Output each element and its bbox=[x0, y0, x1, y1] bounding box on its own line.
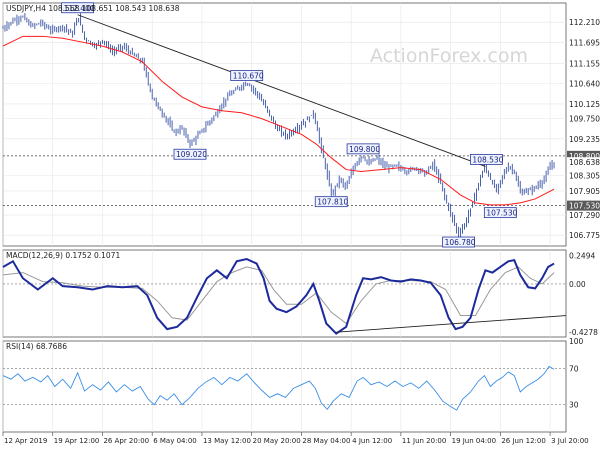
price-annotation-label: 109.800 bbox=[349, 145, 380, 154]
x-tick-label: 12 Apr 2019 bbox=[4, 437, 47, 445]
macd-tick-label: 0.00 bbox=[569, 280, 586, 289]
x-tick-label: 6 May 04:00 bbox=[153, 437, 197, 445]
macd-trendline bbox=[336, 315, 567, 333]
price-annotation-label: 107.530 bbox=[486, 209, 517, 218]
price-trendline bbox=[77, 14, 486, 167]
panel-frame-1 bbox=[2, 249, 567, 338]
panel-frame-0 bbox=[2, 2, 567, 247]
rsi-tick-label: 70 bbox=[569, 364, 579, 373]
price-annotation-label: 110.670 bbox=[233, 72, 264, 81]
price-tick-label: 108.305 bbox=[569, 171, 600, 180]
price-tick-label: 109.750 bbox=[569, 115, 600, 124]
price-tick-label: 112.210 bbox=[569, 18, 600, 27]
price-annotation-box bbox=[442, 236, 475, 248]
price-tick-label: 109.235 bbox=[569, 135, 600, 144]
macd-tick-label: 0.2494 bbox=[569, 252, 595, 261]
level-tag bbox=[567, 150, 600, 161]
x-tick-label: 11 Jun 20:00 bbox=[402, 437, 446, 445]
x-tick-label: 26 Jun 12:00 bbox=[501, 437, 545, 445]
price-annotation-box bbox=[483, 207, 517, 219]
macd-tick-label: -0.4278 bbox=[569, 328, 598, 337]
price-tick-label: 106.775 bbox=[569, 231, 600, 240]
price-annotation-box bbox=[173, 148, 207, 160]
price-tick-label: 111.695 bbox=[569, 38, 600, 47]
price-annotation-box bbox=[314, 196, 348, 208]
price-tag bbox=[567, 157, 600, 168]
price-tick-label: 110.125 bbox=[569, 100, 600, 109]
price-annotation-label: 106.780 bbox=[445, 238, 476, 247]
rsi-panel-title: RSI(14) 68.7686 bbox=[6, 342, 67, 351]
price-tick-label: 110.640 bbox=[569, 80, 600, 89]
panel-frame-2 bbox=[2, 340, 567, 433]
level-tag-label: 107.530 bbox=[569, 202, 600, 211]
x-tick-label: 19 Apr 12:00 bbox=[54, 437, 100, 445]
rsi-tick-label: 30 bbox=[569, 401, 579, 410]
x-tick-label: 3 Jul 20:00 bbox=[551, 437, 589, 445]
rsi-tick-label: 100 bbox=[569, 337, 584, 346]
price-annotation-box bbox=[230, 70, 264, 81]
x-tick-label: 28 May 04:00 bbox=[302, 437, 350, 445]
x-tick-label: 4 Jun 12:00 bbox=[352, 437, 392, 445]
moving-average-line bbox=[2, 35, 555, 206]
price-annotation-label: 112.400 bbox=[64, 4, 95, 13]
price-tick-label: 107.905 bbox=[569, 187, 600, 196]
price-annotation-label: 109.020 bbox=[176, 150, 207, 159]
x-tick-label: 13 May 12:00 bbox=[203, 437, 251, 445]
x-tick-label: 19 Jun 04:00 bbox=[452, 437, 496, 445]
price-tick-label: 111.155 bbox=[569, 60, 600, 69]
x-tick-label: 20 May 20:00 bbox=[253, 437, 301, 445]
current-price-label: 108.638 bbox=[569, 158, 600, 167]
price-annotation-box bbox=[346, 143, 380, 155]
macd-panel-title: MACD(12,26,9) 0.1752 0.1071 bbox=[6, 251, 120, 260]
price-tick-label: 107.290 bbox=[569, 211, 600, 220]
level-tag bbox=[567, 200, 600, 211]
level-tag-label: 108.800 bbox=[569, 152, 600, 161]
price-annotation-label: 108.530 bbox=[472, 155, 503, 164]
watermark: ActionForex.com bbox=[370, 45, 528, 67]
rsi-line bbox=[2, 365, 555, 411]
macd-line bbox=[2, 257, 555, 335]
price-annotation-label: 107.810 bbox=[317, 198, 348, 207]
price-panel-title: USDJPY,H4 108.568 108.651 108.543 108.63… bbox=[6, 4, 180, 13]
price-annotation-box bbox=[61, 2, 95, 14]
price-annotation-box bbox=[470, 154, 503, 165]
x-tick-label: 26 Apr 20:00 bbox=[103, 437, 149, 445]
